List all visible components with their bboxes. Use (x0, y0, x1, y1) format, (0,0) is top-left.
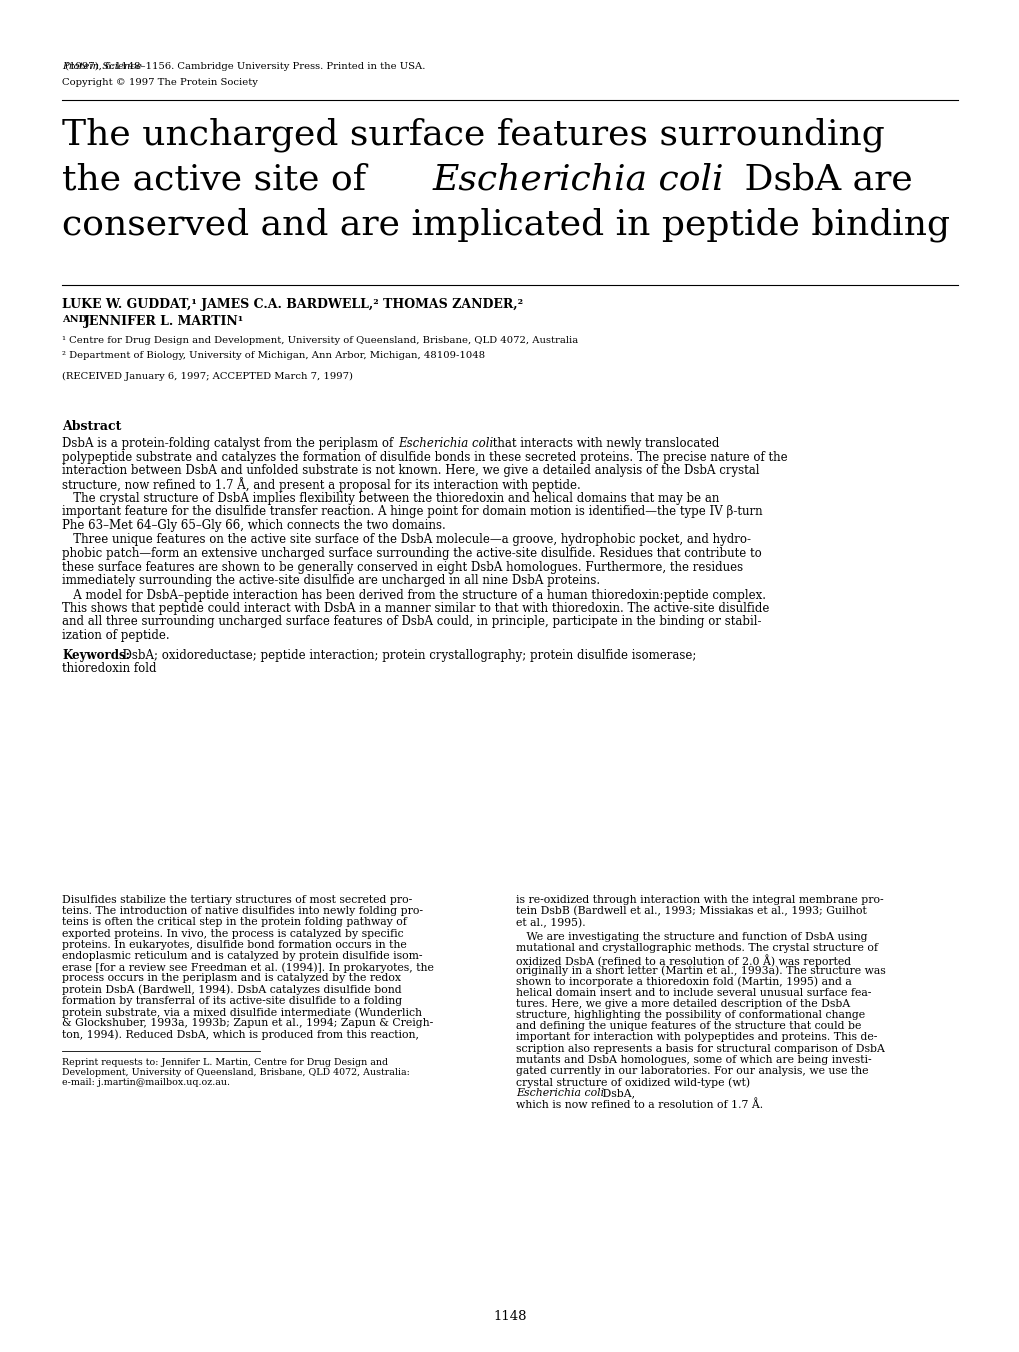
Text: is re-oxidized through interaction with the integral membrane pro-: is re-oxidized through interaction with … (516, 895, 882, 904)
Text: e-mail: j.martin@mailbox.uq.oz.au.: e-mail: j.martin@mailbox.uq.oz.au. (62, 1078, 229, 1087)
Text: JENNIFER L. MARTIN¹: JENNIFER L. MARTIN¹ (84, 315, 244, 329)
Text: Copyright © 1997 The Protein Society: Copyright © 1997 The Protein Society (62, 78, 258, 87)
Text: proteins. In eukaryotes, disulfide bond formation occurs in the: proteins. In eukaryotes, disulfide bond … (62, 940, 407, 950)
Text: ization of peptide.: ization of peptide. (62, 629, 169, 642)
Text: mutational and crystallographic methods. The crystal structure of: mutational and crystallographic methods.… (516, 942, 877, 953)
Text: DsbA,: DsbA, (598, 1088, 635, 1098)
Text: A model for DsbA–peptide interaction has been derived from the structure of a hu: A model for DsbA–peptide interaction has… (62, 588, 765, 602)
Text: Reprint requests to: Jennifer L. Martin, Centre for Drug Design and: Reprint requests to: Jennifer L. Martin,… (62, 1057, 388, 1067)
Text: Protein Science: Protein Science (62, 62, 142, 72)
Text: Escherichia coli: Escherichia coli (516, 1088, 603, 1098)
Text: Escherichia coli: Escherichia coli (398, 437, 493, 450)
Text: oxidized DsbA (refined to a resolution of 2.0 Å) was reported: oxidized DsbA (refined to a resolution o… (516, 955, 850, 967)
Text: helical domain insert and to include several unusual surface fea-: helical domain insert and to include sev… (516, 987, 870, 998)
Text: Three unique features on the active site surface of the DsbA molecule—a groove, : Three unique features on the active site… (62, 534, 750, 546)
Text: important for interaction with polypeptides and proteins. This de-: important for interaction with polypepti… (516, 1033, 876, 1042)
Text: structure, now refined to 1.7 Å, and present a proposal for its interaction with: structure, now refined to 1.7 Å, and pre… (62, 477, 580, 492)
Text: ton, 1994). Reduced DsbA, which is produced from this reaction,: ton, 1994). Reduced DsbA, which is produ… (62, 1029, 419, 1040)
Text: formation by transferral of its active-site disulfide to a folding: formation by transferral of its active-s… (62, 996, 401, 1006)
Text: ¹ Centre for Drug Design and Development, University of Queensland, Brisbane, QL: ¹ Centre for Drug Design and Development… (62, 337, 578, 345)
Text: AND: AND (62, 315, 87, 324)
Text: these surface features are shown to be generally conserved in eight DsbA homolog: these surface features are shown to be g… (62, 561, 743, 573)
Text: Abstract: Abstract (62, 420, 121, 433)
Text: process occurs in the periplasm and is catalyzed by the redox: process occurs in the periplasm and is c… (62, 973, 400, 983)
Text: We are investigating the structure and function of DsbA using: We are investigating the structure and f… (516, 932, 866, 941)
Text: Keywords:: Keywords: (62, 649, 129, 661)
Text: Escherichia coli: Escherichia coli (432, 164, 723, 197)
Text: teins is often the critical step in the protein folding pathway of: teins is often the critical step in the … (62, 918, 407, 927)
Text: the active site of: the active site of (62, 164, 377, 197)
Text: DsbA; oxidoreductase; peptide interaction; protein crystallography; protein disu: DsbA; oxidoreductase; peptide interactio… (115, 649, 696, 661)
Text: endoplasmic reticulum and is catalyzed by protein disulfide isom-: endoplasmic reticulum and is catalyzed b… (62, 950, 422, 961)
Text: ² Department of Biology, University of Michigan, Ann Arbor, Michigan, 48109-1048: ² Department of Biology, University of M… (62, 352, 485, 360)
Text: which is now refined to a resolution of 1.7 Å.: which is now refined to a resolution of … (516, 1099, 762, 1110)
Text: thioredoxin fold: thioredoxin fold (62, 662, 156, 675)
Text: DsbA is a protein-folding catalyst from the periplasm of: DsbA is a protein-folding catalyst from … (62, 437, 396, 450)
Text: & Glockshuber, 1993a, 1993b; Zapun et al., 1994; Zapun & Creigh-: & Glockshuber, 1993a, 1993b; Zapun et al… (62, 1018, 433, 1029)
Text: scription also represents a basis for structural comparison of DsbA: scription also represents a basis for st… (516, 1044, 884, 1053)
Text: (1997), 6:1148–1156. Cambridge University Press. Printed in the USA.: (1997), 6:1148–1156. Cambridge Universit… (62, 62, 425, 72)
Text: erase [for a review see Freedman et al. (1994)]. In prokaryotes, the: erase [for a review see Freedman et al. … (62, 963, 433, 972)
Text: crystal structure of oxidized wild-type (wt): crystal structure of oxidized wild-type … (516, 1078, 753, 1088)
Text: structure, highlighting the possibility of conformational change: structure, highlighting the possibility … (516, 1010, 864, 1019)
Text: and defining the unique features of the structure that could be: and defining the unique features of the … (516, 1021, 860, 1032)
Text: (RECEIVED January 6, 1997; ACCEPTED March 7, 1997): (RECEIVED January 6, 1997; ACCEPTED Marc… (62, 372, 353, 381)
Text: interaction between DsbA and unfolded substrate is not known. Here, we give a de: interaction between DsbA and unfolded su… (62, 464, 759, 477)
Text: The uncharged surface features surrounding: The uncharged surface features surroundi… (62, 118, 883, 153)
Text: and all three surrounding uncharged surface features of DsbA could, in principle: and all three surrounding uncharged surf… (62, 615, 761, 629)
Text: gated currently in our laboratories. For our analysis, we use the: gated currently in our laboratories. For… (516, 1065, 867, 1076)
Text: tein DsbB (Bardwell et al., 1993; Missiakas et al., 1993; Guilhot: tein DsbB (Bardwell et al., 1993; Missia… (516, 906, 866, 917)
Text: that interacts with newly translocated: that interacts with newly translocated (489, 437, 718, 450)
Text: originally in a short letter (Martin et al., 1993a). The structure was: originally in a short letter (Martin et … (516, 965, 884, 976)
Text: This shows that peptide could interact with DsbA in a manner similar to that wit: This shows that peptide could interact w… (62, 602, 768, 615)
Text: exported proteins. In vivo, the process is catalyzed by specific: exported proteins. In vivo, the process … (62, 929, 404, 938)
Text: immediately surrounding the active-site disulfide are uncharged in all nine DsbA: immediately surrounding the active-site … (62, 575, 599, 587)
Text: phobic patch—form an extensive uncharged surface surrounding the active-site dis: phobic patch—form an extensive uncharged… (62, 548, 761, 560)
Text: 1148: 1148 (493, 1310, 526, 1324)
Text: mutants and DsbA homologues, some of which are being investi-: mutants and DsbA homologues, some of whi… (516, 1055, 871, 1065)
Text: Development, University of Queensland, Brisbane, QLD 4072, Australia:: Development, University of Queensland, B… (62, 1068, 410, 1076)
Text: conserved and are implicated in peptide binding: conserved and are implicated in peptide … (62, 208, 949, 242)
Text: polypeptide substrate and catalyzes the formation of disulfide bonds in these se: polypeptide substrate and catalyzes the … (62, 450, 787, 464)
Text: protein substrate, via a mixed disulfide intermediate (Wunderlich: protein substrate, via a mixed disulfide… (62, 1007, 422, 1018)
Text: protein DsbA (Bardwell, 1994). DsbA catalyzes disulfide bond: protein DsbA (Bardwell, 1994). DsbA cata… (62, 984, 401, 995)
Text: LUKE W. GUDDAT,¹ JAMES C.A. BARDWELL,² THOMAS ZANDER,²: LUKE W. GUDDAT,¹ JAMES C.A. BARDWELL,² T… (62, 297, 523, 311)
Text: Disulfides stabilize the tertiary structures of most secreted pro-: Disulfides stabilize the tertiary struct… (62, 895, 412, 904)
Text: important feature for the disulfide transfer reaction. A hinge point for domain : important feature for the disulfide tran… (62, 506, 762, 519)
Text: The crystal structure of DsbA implies flexibility between the thioredoxin and he: The crystal structure of DsbA implies fl… (62, 492, 718, 506)
Text: teins. The introduction of native disulfides into newly folding pro-: teins. The introduction of native disulf… (62, 906, 423, 917)
Text: shown to incorporate a thioredoxin fold (Martin, 1995) and a: shown to incorporate a thioredoxin fold … (516, 976, 851, 987)
Text: tures. Here, we give a more detailed description of the DsbA: tures. Here, we give a more detailed des… (516, 999, 850, 1009)
Text: Phe 63–Met 64–Gly 65–Gly 66, which connects the two domains.: Phe 63–Met 64–Gly 65–Gly 66, which conne… (62, 519, 445, 531)
Text: DsbA are: DsbA are (733, 164, 912, 197)
Text: et al., 1995).: et al., 1995). (516, 918, 585, 927)
